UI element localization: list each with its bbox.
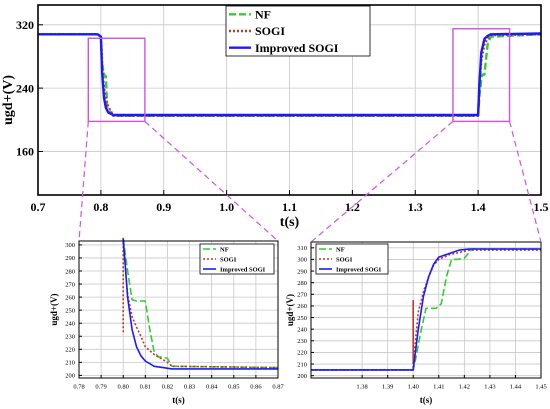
legend: NF SOGI Improved SOGI xyxy=(315,243,389,275)
x-tick-label: 1.43 xyxy=(484,384,495,391)
x-tick-label: 0.9 xyxy=(156,200,171,214)
series-line-nf xyxy=(122,238,279,369)
x-tick-label: 1.1 xyxy=(282,200,297,214)
x-tick-label: 1.39 xyxy=(382,384,393,391)
x-tick-label: 0.80 xyxy=(118,384,129,391)
y-tick-label: 280 xyxy=(65,268,75,275)
y-tick-label: 300 xyxy=(297,257,307,264)
legend: NF SOGI Improved SOGI xyxy=(225,5,371,57)
series-line-improved-sogi xyxy=(122,238,278,370)
zoom-box-2 xyxy=(452,28,511,123)
y-tick-label: 290 xyxy=(65,255,75,262)
x-tick-label: 0.7 xyxy=(31,200,46,214)
x-tick-label: 1.45 xyxy=(535,384,546,391)
x-axis-label: t(s) xyxy=(420,395,433,405)
zoom-connector xyxy=(310,120,454,243)
y-tick-label: 260 xyxy=(297,303,307,310)
y-tick-label: 160 xyxy=(16,145,34,159)
y-tick-label: 200 xyxy=(297,373,307,380)
x-tick-label: 1.40 xyxy=(408,384,419,391)
y-tick-label: 260 xyxy=(65,294,75,301)
legend: NF SOGI Improved SOGI xyxy=(199,243,275,275)
legend-label: Improved SOGI xyxy=(255,41,339,55)
y-tick-label: 320 xyxy=(16,18,34,32)
y-tick-label: 240 xyxy=(297,326,307,333)
x-tick-label: 0.87 xyxy=(272,384,284,391)
x-tick-label: 1.44 xyxy=(510,384,522,391)
series-line-improved-sogi xyxy=(38,32,542,117)
zoom-connector xyxy=(144,120,279,242)
x-tick-label: 1.42 xyxy=(459,384,470,391)
chart-2: 0.78 0.79 0.80 0.81 0.82 0.83 0.84 0.85 0.86 0.87… xyxy=(49,237,284,405)
y-tick-label: 200 xyxy=(65,373,75,380)
legend-label: NF xyxy=(255,8,271,22)
x-tick-label: 0.78 xyxy=(73,384,84,391)
legend-label: NF xyxy=(220,246,229,253)
x-tick-label: 0.82 xyxy=(162,384,173,391)
x-tick-label: 0.79 xyxy=(95,384,106,391)
x-tick-label: 1.4 xyxy=(471,200,486,214)
y-tick-label: 230 xyxy=(297,338,307,345)
legend-label: NF xyxy=(336,246,345,253)
zoom-indicators xyxy=(78,28,542,243)
y-tick-label: 250 xyxy=(65,307,75,314)
y-tick-label: 270 xyxy=(297,292,307,299)
y-tick-label: 210 xyxy=(65,360,75,367)
plot-frame xyxy=(78,240,279,379)
series-line-improved-sogi xyxy=(311,248,541,371)
x-tick-label: 0.85 xyxy=(228,384,239,391)
legend-label: Improved SOGI xyxy=(336,266,382,273)
plot-frame xyxy=(310,241,542,379)
y-tick-label: 220 xyxy=(297,350,307,357)
y-axis-label: ugd+(V) xyxy=(49,293,59,325)
legend-label: SOGI xyxy=(255,24,285,38)
y-tick-label: 270 xyxy=(65,281,75,288)
y-tick-label: 300 xyxy=(65,242,75,249)
legend-label: Improved SOGI xyxy=(220,266,266,273)
chart-3: 1.38 1.39 1.40 1.41 1.42 1.43 1.44 1.45 200 210 22… xyxy=(285,241,547,405)
x-tick-label: 1.38 xyxy=(356,384,367,391)
y-tick-label: 230 xyxy=(65,334,75,341)
x-tick-label: 0.81 xyxy=(140,384,151,391)
x-tick-label: 0.8 xyxy=(93,200,108,214)
y-tick-label: 210 xyxy=(297,361,307,368)
x-tick-label: 0.84 xyxy=(206,384,218,391)
legend-label: SOGI xyxy=(220,256,237,263)
y-tick-label: 290 xyxy=(297,268,307,275)
x-tick-label: 1.5 xyxy=(534,200,549,214)
zoom-box-1 xyxy=(87,37,146,123)
chart-1: 0.70.80.91.01.11.21.31.41.5160240320t(s)… xyxy=(1,4,549,230)
x-tick-label: 0.83 xyxy=(184,384,195,391)
zoom-connector xyxy=(508,121,542,243)
y-tick-label: 220 xyxy=(65,347,75,354)
y-axis-label: ugd+(V) xyxy=(1,75,16,125)
x-axis-label: t(s) xyxy=(172,395,185,405)
x-axis-label: t(s) xyxy=(280,215,300,230)
y-tick-label: 280 xyxy=(297,280,307,287)
y-tick-label: 250 xyxy=(297,315,307,322)
x-tick-label: 1.3 xyxy=(408,200,423,214)
x-tick-label: 1.0 xyxy=(219,200,234,214)
x-tick-label: 1.41 xyxy=(433,384,444,391)
y-tick-label: 310 xyxy=(297,245,307,252)
x-tick-label: 0.86 xyxy=(250,384,262,391)
legend-label: SOGI xyxy=(336,256,353,263)
zoom-connector xyxy=(78,121,89,242)
y-axis-label: ugd+(V) xyxy=(285,294,295,326)
y-tick-label: 240 xyxy=(65,320,75,327)
y-tick-label: 240 xyxy=(16,81,34,95)
